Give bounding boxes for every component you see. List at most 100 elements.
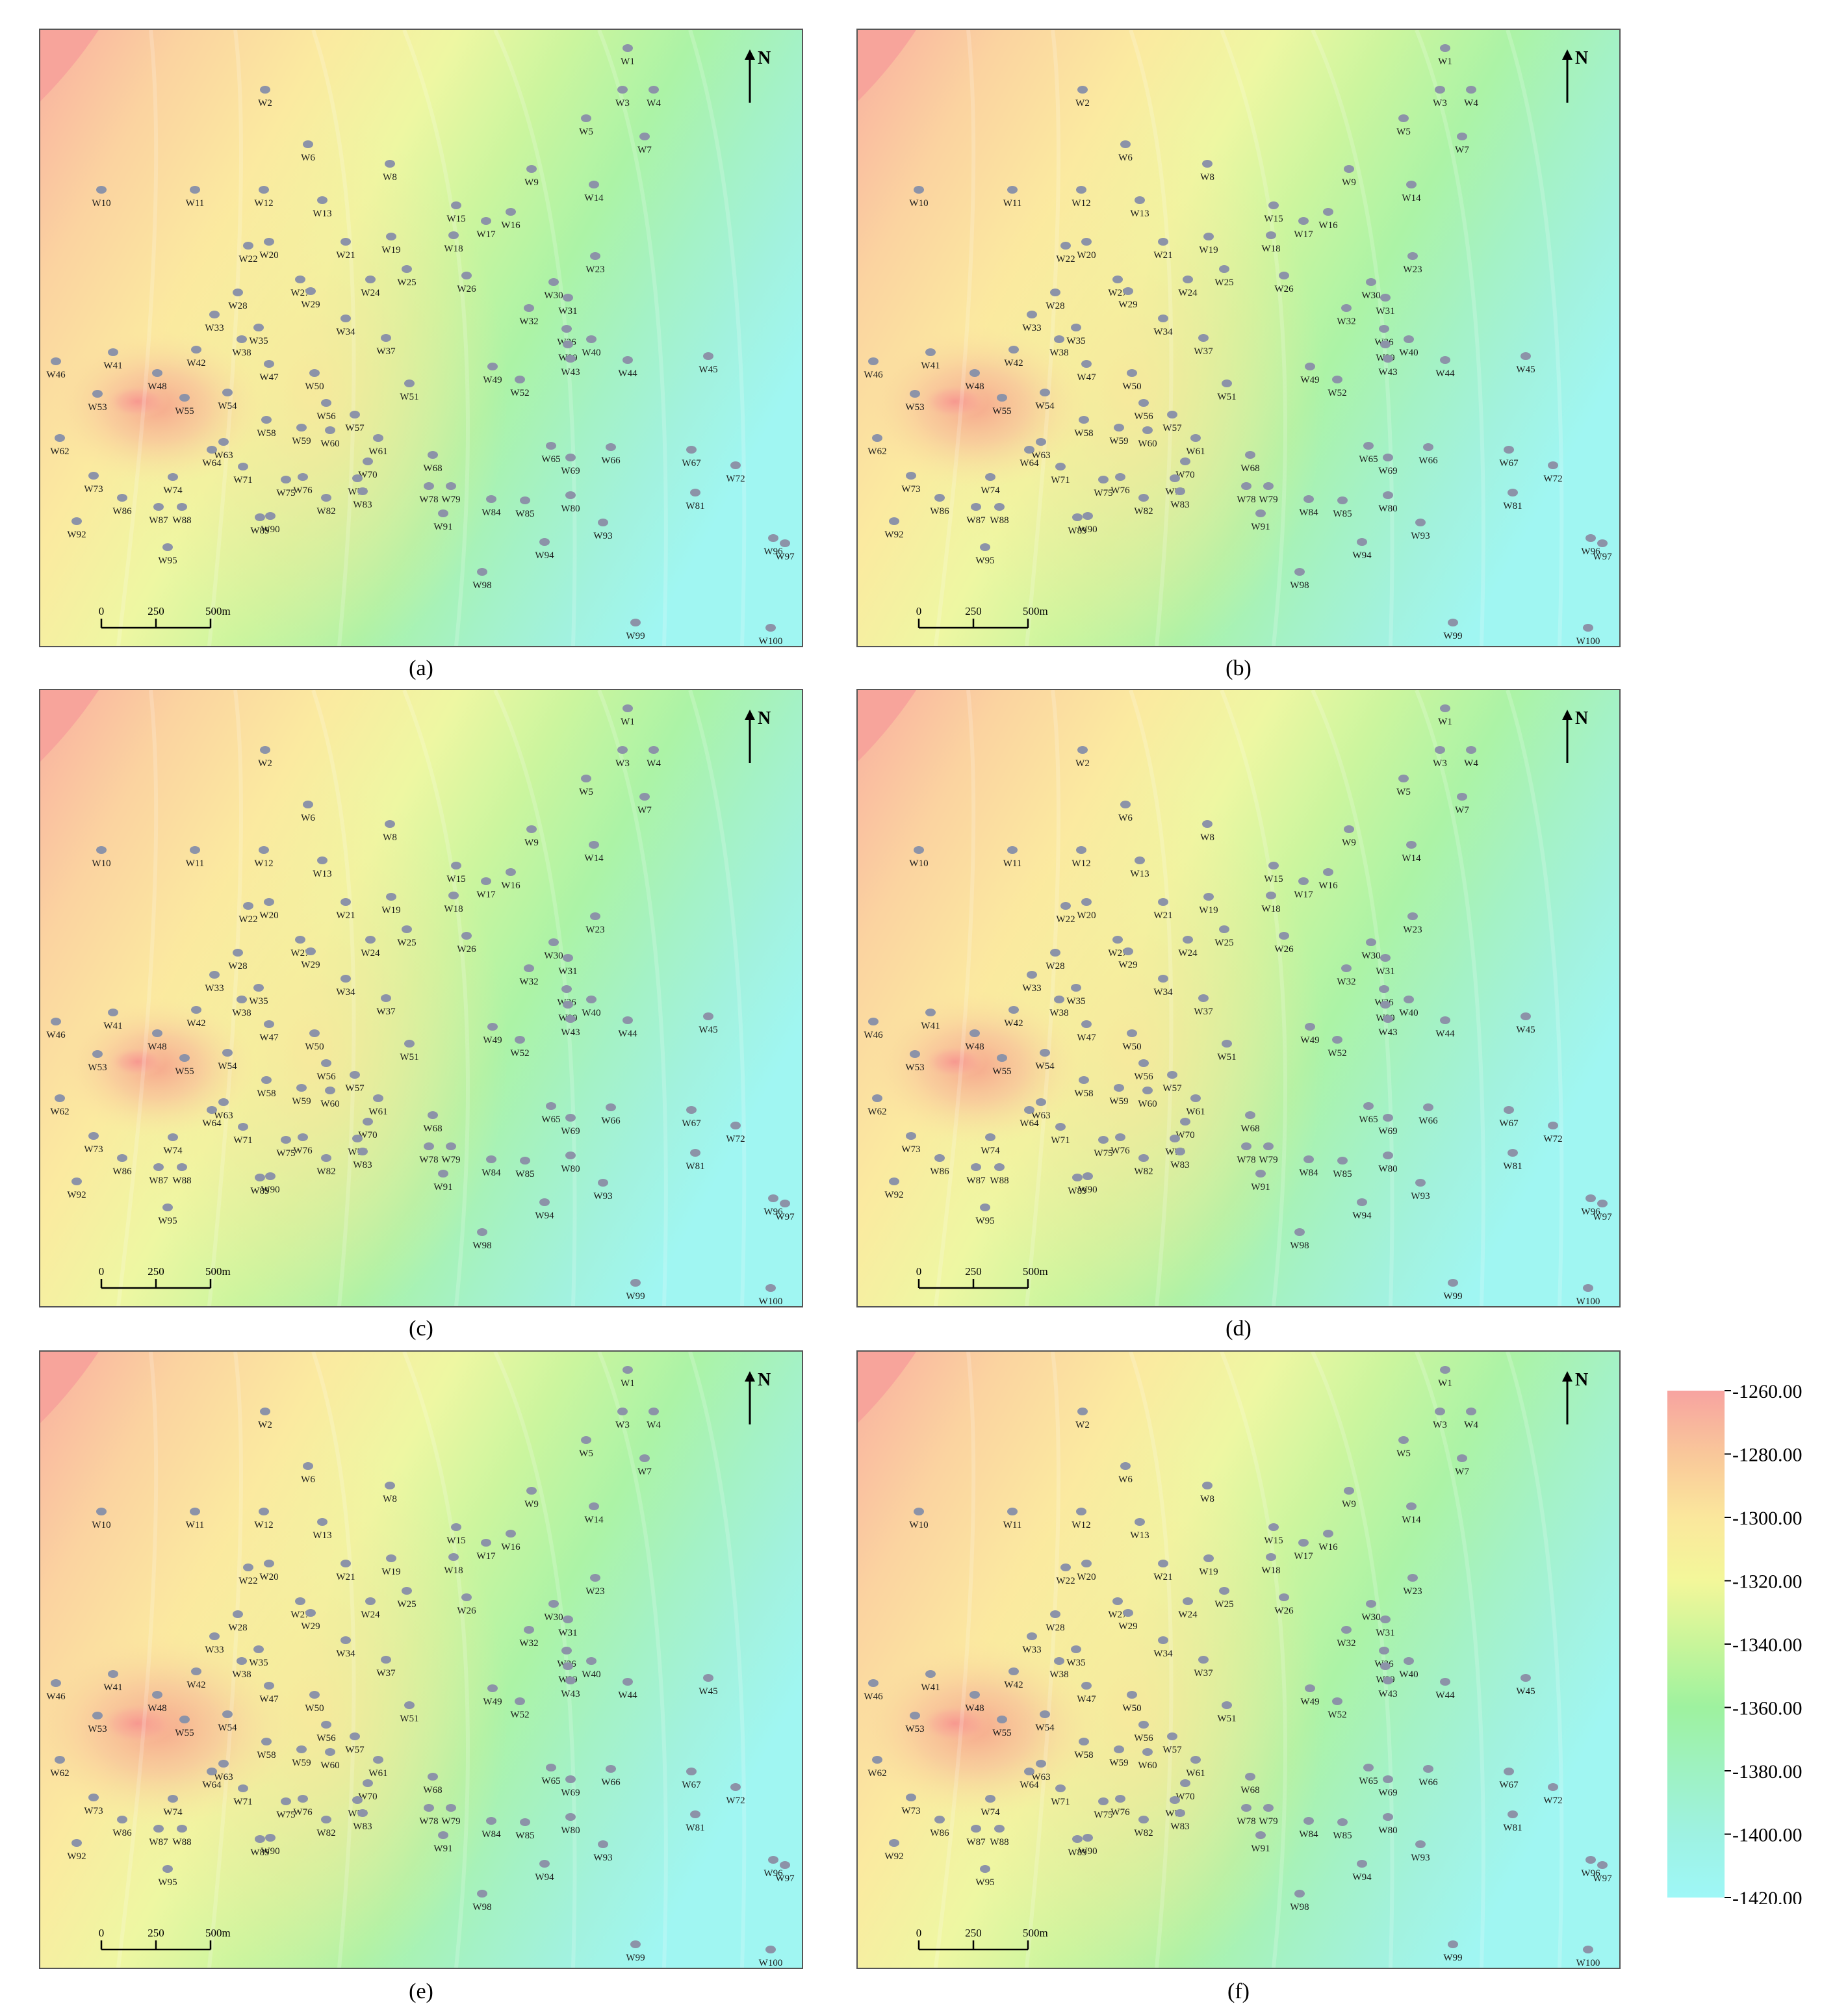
well-w62[interactable]: W62 bbox=[867, 1756, 887, 1779]
well-w10[interactable]: W10 bbox=[92, 846, 111, 869]
well-w99[interactable]: W99 bbox=[626, 619, 645, 641]
well-w8[interactable]: W8 bbox=[1200, 820, 1214, 843]
well-w33[interactable]: W33 bbox=[205, 1632, 224, 1655]
well-w49[interactable]: W49 bbox=[1300, 363, 1320, 385]
well-w3[interactable]: W3 bbox=[1433, 1408, 1447, 1430]
well-w27[interactable]: W27 bbox=[290, 936, 310, 959]
well-w30[interactable]: W30 bbox=[544, 938, 563, 961]
well-w83[interactable]: W83 bbox=[1170, 1809, 1190, 1832]
well-w63[interactable]: W63 bbox=[214, 1760, 233, 1783]
well-w3[interactable]: W3 bbox=[615, 746, 630, 769]
well-w5[interactable]: W5 bbox=[1396, 114, 1411, 137]
well-w33[interactable]: W33 bbox=[1022, 1632, 1042, 1655]
well-w46[interactable]: W46 bbox=[864, 357, 883, 380]
well-w23[interactable]: W23 bbox=[585, 1574, 605, 1597]
well-w41[interactable]: W41 bbox=[103, 348, 123, 371]
well-w99[interactable]: W99 bbox=[626, 1940, 645, 1963]
well-w29[interactable]: W29 bbox=[1118, 287, 1138, 310]
well-w79[interactable]: W79 bbox=[1259, 1142, 1278, 1165]
well-w80[interactable]: W80 bbox=[561, 1813, 580, 1836]
well-w62[interactable]: W62 bbox=[50, 434, 70, 457]
well-w37[interactable]: W37 bbox=[1194, 334, 1213, 357]
well-w97[interactable]: W97 bbox=[1593, 539, 1612, 562]
well-w94[interactable]: W94 bbox=[535, 538, 554, 561]
well-w21[interactable]: W21 bbox=[336, 898, 355, 921]
well-w41[interactable]: W41 bbox=[921, 1009, 940, 1031]
well-w72[interactable]: W72 bbox=[726, 461, 745, 484]
well-w76[interactable]: W76 bbox=[293, 1795, 313, 1818]
well-w71[interactable]: W71 bbox=[1051, 463, 1070, 485]
well-w48[interactable]: W48 bbox=[965, 369, 984, 392]
well-w28[interactable]: W28 bbox=[228, 289, 248, 311]
well-w32[interactable]: W32 bbox=[1337, 304, 1356, 327]
well-w4[interactable]: W4 bbox=[647, 1408, 661, 1430]
well-w66[interactable]: W66 bbox=[1418, 1765, 1438, 1788]
well-w65[interactable]: W65 bbox=[1359, 1764, 1378, 1786]
well-w59[interactable]: W59 bbox=[1109, 1745, 1129, 1768]
well-w4[interactable]: W4 bbox=[1464, 746, 1478, 769]
well-w32[interactable]: W32 bbox=[1337, 964, 1356, 987]
well-w91[interactable]: W91 bbox=[1251, 1831, 1270, 1854]
well-w69[interactable]: W69 bbox=[1378, 1114, 1398, 1137]
well-w21[interactable]: W21 bbox=[336, 238, 355, 261]
well-w69[interactable]: W69 bbox=[1378, 454, 1398, 476]
well-w15[interactable]: W15 bbox=[1264, 1523, 1283, 1546]
well-w56[interactable]: W56 bbox=[1134, 1059, 1153, 1082]
well-w76[interactable]: W76 bbox=[1110, 473, 1130, 496]
well-w53[interactable]: W53 bbox=[88, 390, 107, 413]
well-w53[interactable]: W53 bbox=[88, 1712, 107, 1734]
well-w19[interactable]: W19 bbox=[381, 1554, 401, 1577]
well-w22[interactable]: W22 bbox=[238, 902, 258, 925]
well-w92[interactable]: W92 bbox=[884, 517, 904, 540]
well-w12[interactable]: W12 bbox=[254, 186, 274, 209]
well-w88[interactable]: W88 bbox=[990, 1163, 1009, 1186]
well-w31[interactable]: W31 bbox=[1376, 954, 1395, 977]
well-w71[interactable]: W71 bbox=[1051, 1123, 1070, 1146]
well-w50[interactable]: W50 bbox=[1122, 1691, 1142, 1714]
well-w33[interactable]: W33 bbox=[1022, 971, 1042, 994]
well-w87[interactable]: W87 bbox=[149, 1163, 168, 1186]
well-w65[interactable]: W65 bbox=[541, 1102, 561, 1125]
well-w76[interactable]: W76 bbox=[293, 473, 313, 496]
well-w58[interactable]: W58 bbox=[257, 1076, 276, 1099]
well-w86[interactable]: W86 bbox=[930, 494, 949, 517]
well-w66[interactable]: W66 bbox=[601, 1765, 621, 1788]
well-w10[interactable]: W10 bbox=[92, 186, 111, 209]
well-w97[interactable]: W97 bbox=[775, 1861, 795, 1884]
well-w48[interactable]: W48 bbox=[148, 369, 167, 392]
well-w84[interactable]: W84 bbox=[481, 1817, 501, 1840]
well-w9[interactable]: W9 bbox=[524, 165, 539, 188]
well-w57[interactable]: W57 bbox=[1162, 1071, 1182, 1094]
well-w19[interactable]: W19 bbox=[1199, 1554, 1218, 1577]
well-w80[interactable]: W80 bbox=[1378, 1813, 1398, 1836]
well-w85[interactable]: W85 bbox=[515, 496, 535, 519]
well-w50[interactable]: W50 bbox=[305, 1691, 324, 1714]
well-w87[interactable]: W87 bbox=[966, 503, 986, 526]
well-w19[interactable]: W19 bbox=[1199, 233, 1218, 255]
well-w22[interactable]: W22 bbox=[1056, 902, 1075, 925]
well-w44[interactable]: W44 bbox=[1435, 356, 1455, 379]
well-w84[interactable]: W84 bbox=[481, 495, 501, 518]
well-w94[interactable]: W94 bbox=[535, 1198, 554, 1221]
well-w84[interactable]: W84 bbox=[1299, 1817, 1318, 1840]
well-w47[interactable]: W47 bbox=[259, 1020, 279, 1043]
well-w54[interactable]: W54 bbox=[1035, 1049, 1055, 1072]
well-w47[interactable]: W47 bbox=[1077, 360, 1096, 383]
well-w86[interactable]: W86 bbox=[112, 1816, 132, 1838]
well-w16[interactable]: W16 bbox=[501, 868, 520, 891]
well-w32[interactable]: W32 bbox=[519, 304, 539, 327]
well-w79[interactable]: W79 bbox=[441, 1804, 461, 1827]
well-w31[interactable]: W31 bbox=[558, 1615, 578, 1638]
well-w26[interactable]: W26 bbox=[457, 272, 476, 294]
well-w90[interactable]: W90 bbox=[261, 1834, 280, 1857]
well-w3[interactable]: W3 bbox=[1433, 746, 1447, 769]
well-w2[interactable]: W2 bbox=[1075, 746, 1090, 769]
well-w59[interactable]: W59 bbox=[292, 1745, 311, 1768]
well-w21[interactable]: W21 bbox=[1153, 1560, 1173, 1582]
well-w28[interactable]: W28 bbox=[228, 949, 248, 972]
well-w81[interactable]: W81 bbox=[1503, 1149, 1522, 1172]
well-w4[interactable]: W4 bbox=[647, 746, 661, 769]
well-w62[interactable]: W62 bbox=[50, 1756, 70, 1779]
well-w25[interactable]: W25 bbox=[397, 925, 417, 948]
well-w55[interactable]: W55 bbox=[175, 1716, 194, 1738]
